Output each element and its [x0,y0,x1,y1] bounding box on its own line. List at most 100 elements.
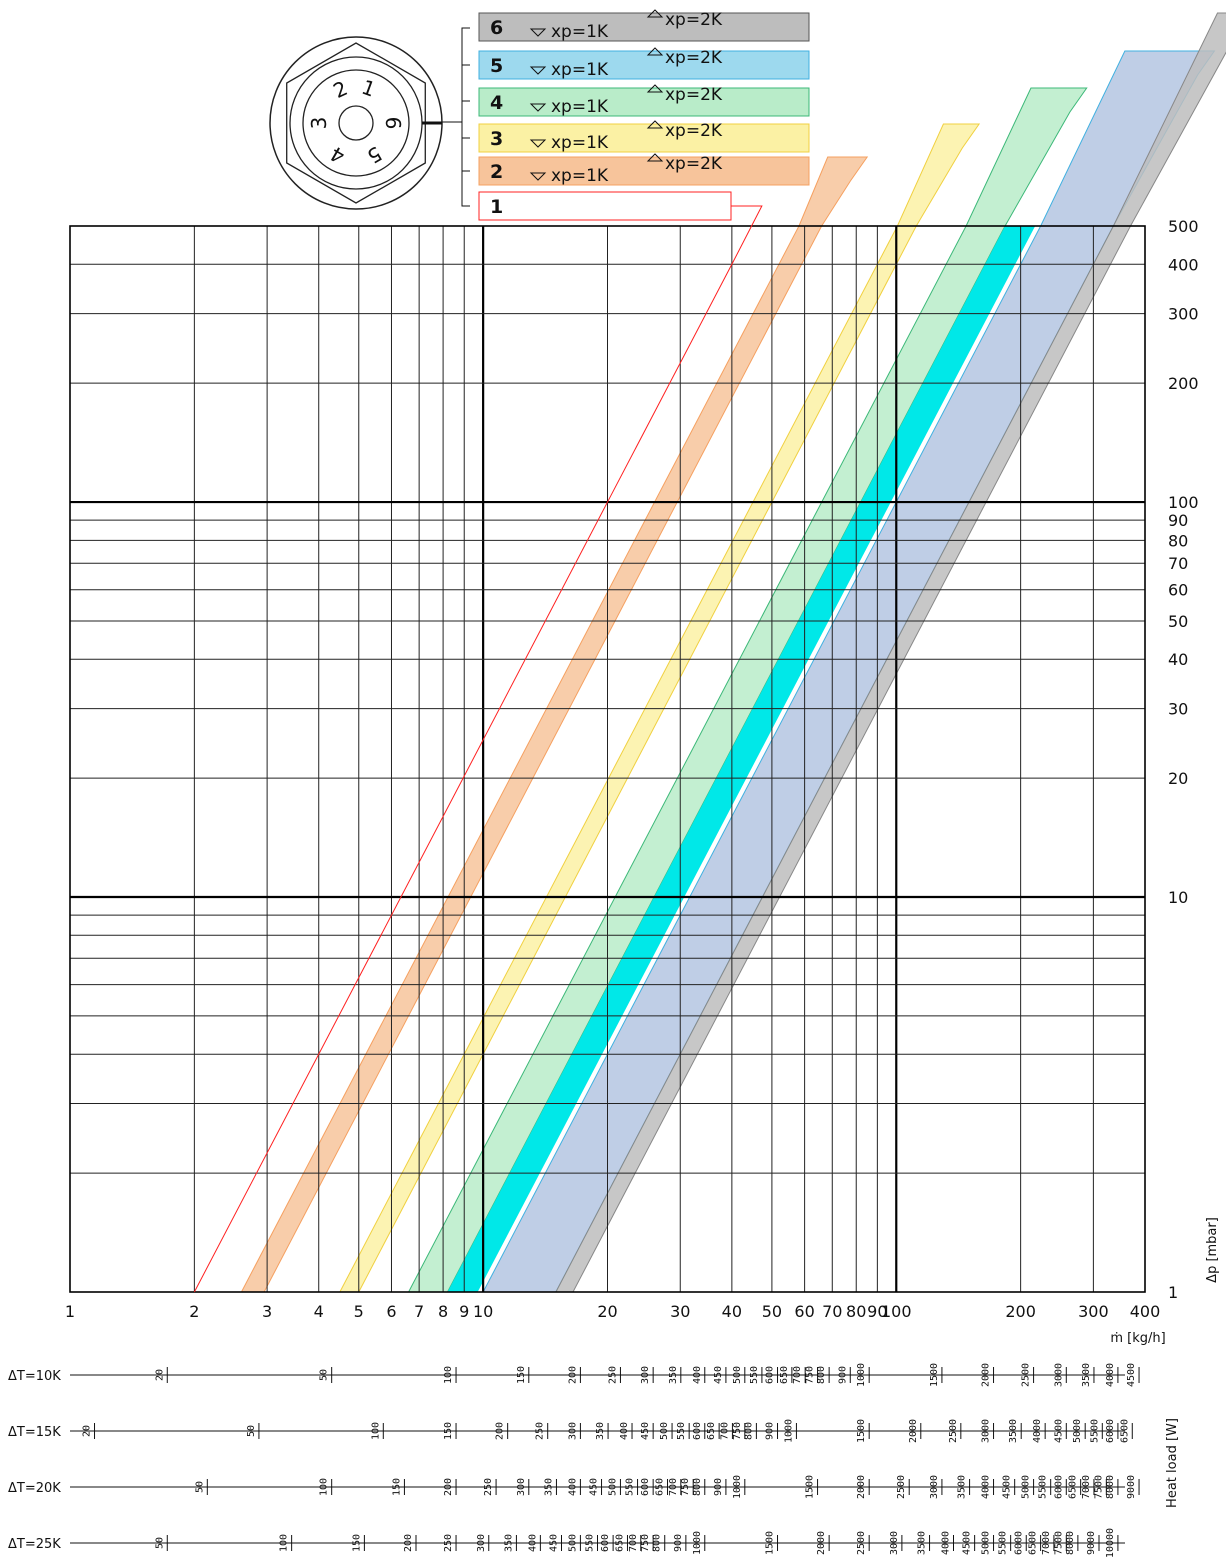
knob-digit: 3 [307,117,331,130]
heat-tick-label: 650 [706,1422,717,1440]
heat-tick-label: 1000 [732,1475,743,1499]
x-tick-label: 70 [822,1302,842,1321]
band-edge-lines [193,205,763,1293]
knob-outer-ring [269,36,443,210]
heat-tick-label: 4000 [941,1531,952,1555]
triangle-down-icon [529,139,547,148]
heat-tick-label: 5500 [1038,1475,1049,1499]
heat-load-label: Heat load [W] [1165,1418,1180,1508]
legend: 6 xp=1K xp=2K 5 xp=1K xp=2K 4 xp=1K xp=2K 3 xp=1K x… [440,9,810,221]
heat-tick-label: 550 [749,1366,760,1384]
heat-tick-label: 3000 [981,1419,992,1443]
heat-tick-label: 450 [640,1422,651,1440]
heat-tick-label: 700 [668,1478,679,1496]
knob-dial [302,69,410,177]
heat-tick-label: 20 [154,1369,165,1381]
y-tick-label: 30 [1168,700,1188,719]
x-tick-label: 1 [65,1302,75,1321]
legend-number: 2 [490,161,503,183]
heat-scale-label: ΔT=15K [8,1425,61,1440]
heat-tick-label: 50 [154,1537,165,1549]
y-tick-label: 80 [1168,531,1188,550]
heat-load-scales: ΔT=10K 20 50 100 150 200 250 300 350 400 450 500 550… [8,1363,1140,1558]
heat-tick-label: 9000 [1086,1531,1097,1555]
y-tick-label: 10 [1168,888,1188,907]
heat-tick-label: 3000 [1053,1363,1064,1387]
heat-tick-label: 300 [640,1366,651,1384]
grid-lines [69,225,1146,1293]
y-tick-label: 40 [1168,650,1188,669]
heat-tick-label: 650 [614,1534,625,1552]
legend-number: 6 [490,17,503,39]
heat-tick-label: 8000 [1105,1475,1116,1499]
x-tick-label: 40 [722,1302,742,1321]
heat-tick-label: 1500 [805,1475,816,1499]
knob-digit: 6 [381,117,405,130]
heat-tick-label: 1500 [765,1531,776,1555]
heat-tick-label: 400 [692,1366,703,1384]
heat-tick-label: 300 [516,1478,527,1496]
y-tick-label: 300 [1168,305,1199,324]
legend-box-4 [478,87,810,117]
heat-tick-label: 150 [391,1478,402,1496]
heat-tick-label: 600 [692,1422,703,1440]
heat-tick-label: 9000 [1126,1475,1137,1499]
heat-tick-label: 6000 [1053,1475,1064,1499]
heat-tick-label: 6500 [1068,1475,1079,1499]
heat-tick-label: 10000 [1105,1528,1116,1558]
heat-tick-label: 400 [567,1478,578,1496]
y-tick-label: 20 [1168,769,1188,788]
heat-tick-label: 750 [732,1422,743,1440]
heat-tick-label: 3000 [929,1475,940,1499]
heat-tick-label: 250 [607,1366,618,1384]
triangle-up-icon [646,84,664,93]
heat-tick-label: 8000 [1065,1531,1076,1555]
heat-tick-label: 300 [567,1422,578,1440]
x-tick-label: 300 [1078,1302,1109,1321]
heat-tick-label: 350 [543,1478,554,1496]
heat-tick-label: 50 [319,1369,330,1381]
heat-tick-label: 650 [655,1478,666,1496]
heat-tick-label: 400 [619,1422,630,1440]
x-tick-label: 20 [597,1302,617,1321]
heat-tick-label: 5000 [1021,1475,1032,1499]
heat-tick-label: 20 [82,1425,93,1437]
heat-tick-label: 2500 [1021,1363,1032,1387]
heat-tick-label: 3500 [1008,1419,1019,1443]
heat-tick-label: 2000 [981,1363,992,1387]
heat-tick-label: 100 [319,1478,330,1496]
heat-tick-label: 1500 [856,1419,867,1443]
x-tick-label: 10 [473,1302,493,1321]
x-tick-label: 5 [354,1302,364,1321]
heat-tick-label: 350 [503,1534,514,1552]
legend-xp2: xp=2K [665,48,723,68]
heat-tick-label: 1000 [783,1419,794,1443]
heat-tick-label: 500 [567,1534,578,1552]
y-tick-label: 50 [1168,612,1188,631]
heat-tick-label: 400 [527,1534,538,1552]
heat-tick-label: 450 [713,1366,724,1384]
heat-tick-label: 800 [816,1366,827,1384]
heat-tick-label: 4000 [981,1475,992,1499]
heat-tick-label: 450 [549,1534,560,1552]
triangle-up-icon [646,153,664,162]
x-tick-label: 90 [867,1302,887,1321]
heat-tick-label: 100 [443,1366,454,1384]
heat-tick-label: 550 [585,1534,596,1552]
heat-tick-label: 1500 [929,1363,940,1387]
x-tick-label: 2 [189,1302,199,1321]
x-tick-label: 60 [794,1302,814,1321]
heat-tick-label: 5000 [1072,1419,1083,1443]
x-tick-label: 80 [846,1302,866,1321]
heat-tick-label: 4500 [1126,1363,1137,1387]
heat-tick-label: 5000 [981,1531,992,1555]
heat-tick-label: 550 [625,1478,636,1496]
x-tick-label: 50 [762,1302,782,1321]
heat-tick-label: 4000 [1105,1363,1116,1387]
triangle-down-icon [529,172,547,181]
heat-tick-label: 150 [443,1422,454,1440]
plot-frame [69,225,1146,1293]
